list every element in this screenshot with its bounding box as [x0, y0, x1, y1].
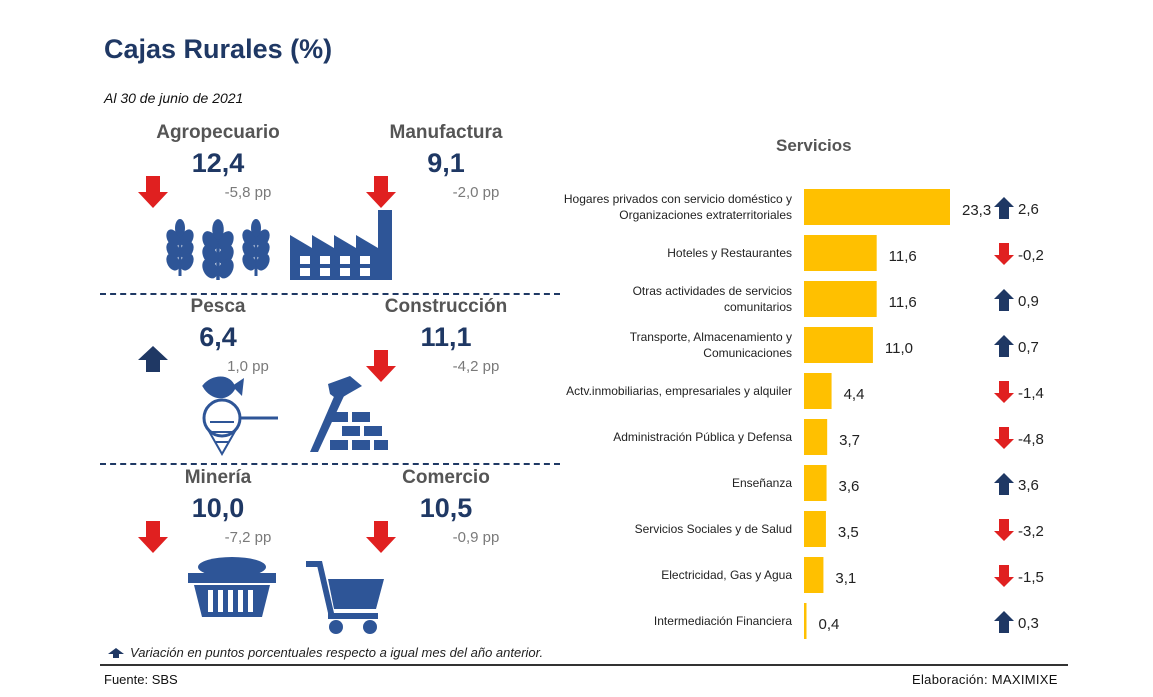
sector-value: 10,5 — [419, 493, 473, 523]
sector-name: Construcción — [384, 296, 508, 317]
sector-value: 10,0 — [191, 493, 245, 523]
sector-name: Manufactura — [389, 122, 503, 143]
source-text: Fuente: SBS — [104, 672, 178, 687]
sector-name: Pesca — [190, 296, 246, 317]
category-label: Enseñanza — [732, 476, 792, 490]
up-arrow-icon — [994, 473, 1014, 495]
sector-value: 11,1 — [420, 322, 472, 352]
fishing-net-icon — [182, 376, 282, 461]
sector-name: Minería — [184, 467, 252, 488]
value-label: 0,4 — [819, 616, 840, 633]
value-label: 3,7 — [839, 432, 860, 449]
sector-change: 1,0 pp — [227, 358, 269, 375]
down-arrow-icon — [366, 521, 396, 558]
change-label: 0,3 — [1018, 615, 1039, 632]
value-label: 11,0 — [885, 340, 913, 357]
sector-value: 12,4 — [191, 148, 245, 178]
chart-title: Servicios — [776, 136, 852, 155]
bar — [804, 235, 877, 271]
up-arrow-legend-icon — [108, 648, 124, 658]
up-arrow-icon — [138, 346, 168, 377]
change-label: 2,6 — [1018, 201, 1039, 218]
bar — [804, 281, 877, 317]
down-arrow-icon — [994, 381, 1014, 403]
value-label: 11,6 — [889, 248, 917, 265]
sector-change: -4,2 pp — [452, 358, 500, 375]
footnote: Variación en puntos porcentuales respect… — [130, 645, 544, 660]
category-label: Otras actividades de servicios comunitari… — [633, 284, 792, 314]
bar — [804, 419, 828, 455]
category-label: Hogares privados con servicio doméstico … — [564, 192, 792, 222]
category-label: Transporte, Almacenamiento y Comunicacion… — [630, 330, 792, 360]
row-divider — [100, 463, 560, 465]
change-label: -0,2 — [1018, 247, 1044, 264]
bar — [804, 557, 824, 593]
sector-change: -5,8 pp — [224, 184, 272, 201]
sector-value: 9,1 — [427, 148, 465, 178]
value-label: 23,3 — [962, 202, 991, 219]
bottom-rule — [100, 664, 1068, 666]
up-arrow-icon — [994, 335, 1014, 357]
up-arrow-icon — [994, 611, 1014, 633]
value-label: 3,5 — [838, 524, 859, 541]
sector-change: -0,9 pp — [452, 529, 500, 546]
category-label: Hoteles y Restaurantes — [667, 246, 792, 260]
change-label: -1,4 — [1018, 385, 1044, 402]
credit-text: Elaboración: MAXIMIXE — [912, 672, 1058, 687]
mining-cart-icon — [182, 555, 282, 630]
bar — [804, 327, 873, 363]
shopping-cart-icon — [306, 557, 386, 642]
row-divider — [100, 293, 560, 295]
bar — [804, 465, 827, 501]
category-label: Intermediación Financiera — [654, 614, 792, 628]
change-label: 3,6 — [1018, 477, 1039, 494]
services-bar-chart: Hogares privados con servicio doméstico … — [564, 189, 1044, 639]
category-label: Servicios Sociales y de Salud — [635, 522, 792, 536]
page-title: Cajas Rurales (%) — [104, 34, 333, 64]
category-label: Electricidad, Gas y Agua — [661, 568, 792, 582]
hammer-bricks-icon — [300, 376, 390, 461]
bar — [804, 511, 826, 547]
wheat-icon — [162, 218, 274, 285]
down-arrow-icon — [366, 176, 396, 213]
down-arrow-icon — [994, 565, 1014, 587]
sector-name: Agropecuario — [156, 122, 280, 143]
down-arrow-icon — [994, 519, 1014, 541]
sector-change: -7,2 pp — [224, 529, 272, 546]
category-label: Administración Pública y Defensa — [613, 430, 792, 444]
page-subtitle: Al 30 de junio de 2021 — [104, 90, 244, 106]
change-label: -4,8 — [1018, 431, 1044, 448]
value-label: 11,6 — [889, 294, 917, 311]
down-arrow-icon — [994, 427, 1014, 449]
sector-value: 6,4 — [199, 322, 237, 352]
value-label: 4,4 — [844, 386, 865, 403]
up-arrow-icon — [994, 289, 1014, 311]
sector-name: Comercio — [402, 467, 490, 488]
factory-icon — [290, 210, 400, 285]
change-label: 0,7 — [1018, 339, 1039, 356]
change-label: -1,5 — [1018, 569, 1044, 586]
up-arrow-icon — [994, 197, 1014, 219]
value-label: 3,1 — [835, 570, 856, 587]
value-label: 3,6 — [839, 478, 860, 495]
sector-change: -2,0 pp — [452, 184, 500, 201]
down-arrow-icon — [138, 176, 168, 213]
bar — [804, 189, 950, 225]
bar — [804, 373, 832, 409]
change-label: 0,9 — [1018, 293, 1039, 310]
bar — [804, 603, 807, 639]
down-arrow-icon — [994, 243, 1014, 265]
down-arrow-icon — [138, 521, 168, 558]
down-arrow-icon — [366, 350, 396, 387]
category-label: Actv.inmobiliarias, empresariales y alqu… — [566, 384, 792, 398]
change-label: -3,2 — [1018, 523, 1044, 540]
